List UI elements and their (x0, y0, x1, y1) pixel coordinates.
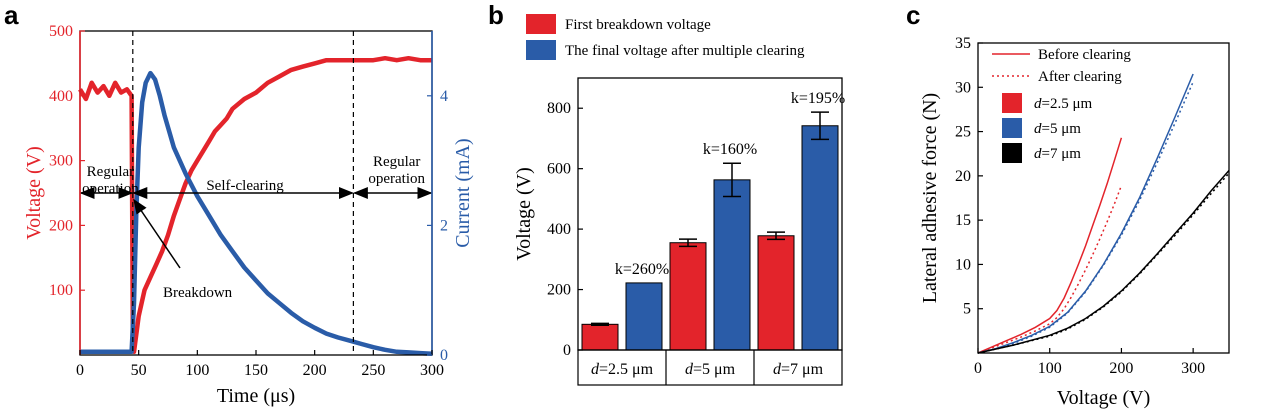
x-axis-title: Voltage (V) (1057, 387, 1151, 409)
ratio-label: k=160% (703, 141, 757, 158)
legend-label: After clearing (1038, 69, 1122, 85)
bar (669, 242, 707, 351)
right-y-tick-label: 2 (440, 217, 448, 234)
bar (581, 323, 619, 351)
legend-swatch (1002, 93, 1022, 113)
category-label: d=7 μm (773, 361, 824, 378)
voltage-series-line (78, 55, 432, 355)
panel-b: b First breakdown voltage The final voltag… (488, 0, 845, 386)
self-clearing-label: Self-clearing (206, 178, 284, 194)
ratio-label: k=195% (791, 90, 845, 107)
x-tick-label: 200 (303, 362, 327, 379)
x-axis-title: Time (μs) (217, 385, 295, 407)
category-label: d=5 μm (685, 361, 736, 378)
y-axis-title: Lateral adhesive force (N) (919, 93, 941, 303)
panel-letter-c: c (906, 0, 920, 30)
series-line (977, 170, 1230, 354)
panel-letter-a: a (4, 0, 19, 30)
x-tick-label: 50 (131, 362, 147, 379)
legend-swatch (1002, 118, 1022, 138)
y-tick-label: 20 (955, 168, 971, 185)
x-tick-label: 300 (1181, 360, 1205, 377)
x-tick-label: 250 (361, 362, 385, 379)
y-tick-label: 400 (547, 221, 571, 238)
series-line (977, 137, 1123, 354)
regular-operation-label-line2: operation (368, 171, 425, 187)
bar (757, 235, 795, 351)
plot-frame (977, 42, 1230, 354)
y-tick-label: 200 (547, 282, 571, 299)
left-y-tick-label: 400 (49, 88, 73, 105)
bar (801, 125, 839, 351)
panel-c: c Before clearing After clearing d=2.5 μm d=… (906, 0, 1230, 409)
legend-label: The final voltage after multiple clearin… (565, 43, 805, 59)
left-y-axis-title: Voltage (V) (23, 146, 45, 240)
category-label: d=2.5 μm (591, 361, 654, 378)
x-tick-label: 0 (974, 360, 982, 377)
y-tick-label: 35 (955, 35, 971, 52)
legend-label: d=5 μm (1034, 121, 1081, 137)
regular-operation-label-line2: operation (82, 181, 139, 197)
series-line (977, 185, 1123, 354)
legend-label: d=7 μm (1034, 146, 1081, 162)
y-tick-label: 600 (547, 161, 571, 178)
series-line (977, 81, 1194, 354)
legend-swatch (526, 14, 556, 34)
legend-swatch (1002, 143, 1022, 163)
left-y-tick-label: 200 (49, 217, 73, 234)
breakdown-label: Breakdown (163, 285, 233, 301)
y-tick-label: 10 (955, 256, 971, 273)
y-tick-label: 25 (955, 124, 971, 141)
x-tick-label: 100 (1038, 360, 1062, 377)
bar (713, 179, 751, 351)
regular-operation-label-line1: Regular (373, 154, 420, 170)
x-tick-label: 150 (244, 362, 268, 379)
legend-swatch (526, 40, 556, 60)
x-tick-label: 0 (76, 362, 84, 379)
x-tick-label: 200 (1109, 360, 1133, 377)
right-y-axis-title: Current (mA) (452, 138, 474, 247)
left-y-tick-label: 500 (49, 23, 73, 40)
legend-label: d=2.5 μm (1034, 96, 1093, 112)
y-tick-label: 0 (563, 342, 571, 359)
x-tick-label: 300 (420, 362, 444, 379)
y-tick-label: 5 (963, 301, 971, 318)
x-tick-label: 100 (185, 362, 209, 379)
right-y-tick-label: 4 (440, 88, 448, 105)
bar (625, 282, 663, 351)
current-series-line (80, 70, 433, 356)
regular-operation-label-line1: Regular (87, 164, 134, 180)
left-y-tick-label: 300 (49, 153, 73, 170)
series-line (977, 73, 1194, 354)
panel-letter-b: b (488, 0, 504, 30)
y-tick-label: 800 (547, 100, 571, 117)
y-tick-label: 30 (955, 79, 971, 96)
left-y-tick-label: 100 (49, 282, 73, 299)
legend-label: Before clearing (1038, 47, 1131, 63)
right-y-tick-label: 0 (440, 347, 448, 364)
y-tick-label: 15 (955, 212, 971, 229)
breakdown-arrow (133, 198, 181, 269)
ratio-label: k=260% (615, 261, 669, 278)
legend-label: First breakdown voltage (565, 17, 711, 33)
y-axis-title: Voltage (V) (513, 167, 535, 261)
category-label-box (577, 349, 843, 386)
